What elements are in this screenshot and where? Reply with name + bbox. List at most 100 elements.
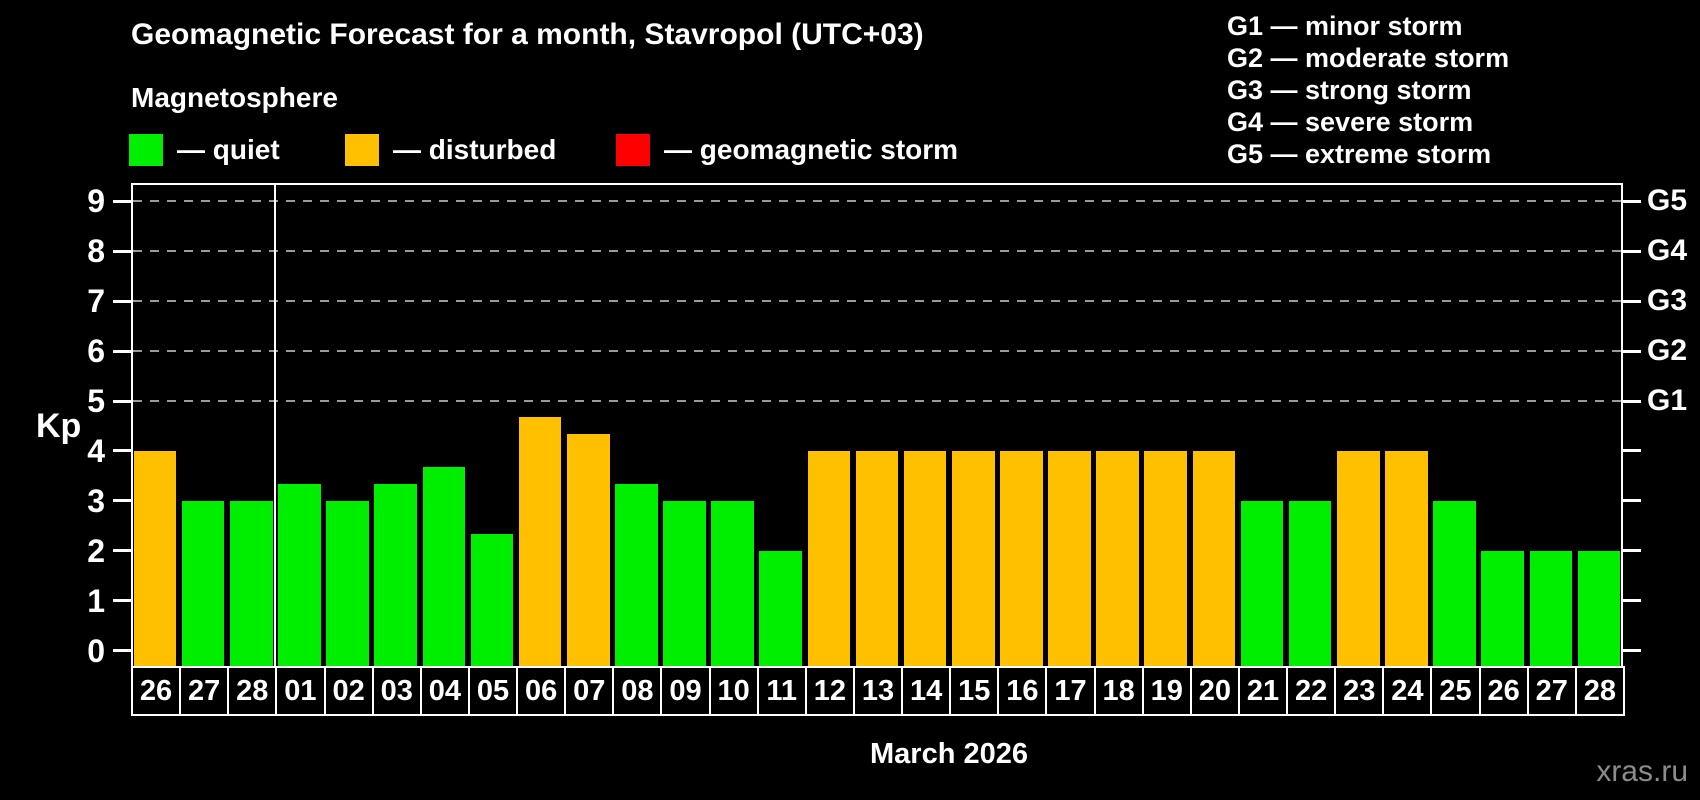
kp-bar	[1000, 450, 1043, 668]
date-cell: 14	[901, 666, 952, 716]
y-tick-right	[1623, 299, 1641, 303]
kp-bar	[711, 500, 754, 668]
date-cell: 12	[804, 666, 855, 716]
kp-bar	[278, 484, 321, 668]
y-gridline	[133, 300, 1621, 303]
storm-scale-g1: G1 — minor storm	[1227, 11, 1463, 41]
y-gridline	[133, 250, 1621, 253]
y-tick-label: 0	[87, 632, 105, 669]
date-cell: 27	[1526, 666, 1577, 716]
y-tick-label: 5	[87, 383, 105, 419]
y-tick-right	[1623, 349, 1641, 353]
date-cell: 19	[1141, 666, 1192, 716]
kp-bar	[951, 450, 995, 668]
date-cell: 04	[419, 666, 470, 716]
date-cell: 02	[323, 666, 374, 716]
date-cell: 21	[1237, 666, 1289, 716]
kp-bar	[615, 484, 658, 668]
kp-bar	[133, 450, 177, 668]
kp-bar	[470, 534, 514, 668]
date-cell: 03	[371, 666, 422, 716]
kp-bar	[807, 450, 851, 668]
kp-bar	[1048, 450, 1091, 668]
g-scale-label: G2	[1647, 334, 1688, 368]
date-cell: 06	[516, 666, 567, 716]
y-tick-left	[113, 349, 131, 353]
storm-scale-g4: G4 — severe storm	[1227, 107, 1474, 137]
date-cell: 26	[131, 666, 182, 716]
y-gridline	[133, 200, 1621, 203]
kp-bar	[1433, 500, 1476, 668]
storm-scale-g2: G2 — moderate storm	[1227, 43, 1510, 73]
y-gridline	[133, 400, 1621, 402]
date-cell: 13	[852, 666, 904, 716]
y-tick-left	[113, 649, 131, 652]
y-tick-right	[1623, 499, 1641, 503]
y-tick-right	[1623, 599, 1641, 603]
y-tick-left	[113, 249, 131, 253]
kp-bar	[1529, 550, 1573, 668]
y-axis-title: Kp	[36, 407, 82, 445]
y-tick-label: 8	[87, 233, 105, 270]
kp-bar	[759, 550, 803, 668]
date-cell: 16	[997, 666, 1048, 716]
kp-bar	[1240, 500, 1284, 668]
date-cell: 28	[1574, 666, 1625, 716]
date-cell: 05	[467, 666, 519, 716]
y-tick-left	[113, 499, 131, 503]
date-cell: 24	[1382, 666, 1433, 716]
kp-bar	[422, 467, 466, 668]
date-cell: 07	[564, 666, 615, 716]
kp-bar	[1192, 450, 1236, 668]
month-separator-line	[274, 183, 277, 668]
y-tick-label: 1	[87, 582, 105, 619]
watermark: xras.ru	[1596, 755, 1688, 788]
date-cell: 17	[1045, 666, 1096, 716]
y-tick-label: 9	[87, 183, 105, 220]
kp-bar	[1577, 550, 1621, 668]
kp-bar	[566, 434, 610, 668]
y-tick-label: 4	[87, 432, 105, 469]
y-tick-label: 3	[87, 482, 105, 519]
y-tick-left	[113, 449, 131, 453]
legend-label-storm: — geomagnetic storm	[664, 134, 959, 165]
kp-bar	[663, 500, 706, 668]
date-cell: 27	[179, 666, 230, 716]
y-tick-right	[1623, 399, 1641, 403]
chart-subtitle: Magnetosphere	[131, 82, 338, 113]
y-tick-right	[1623, 549, 1641, 553]
y-tick-left	[113, 399, 131, 403]
storm-color-swatch	[616, 134, 650, 166]
storm-scale-g3: G3 — strong storm	[1227, 75, 1472, 105]
y-tick-label: 2	[87, 532, 105, 569]
disturbed-color-swatch	[345, 134, 379, 166]
legend-item-disturbed: — disturbed	[345, 132, 556, 168]
date-cell: 20	[1189, 666, 1240, 716]
kp-bar	[181, 500, 225, 668]
legend-item-storm: — geomagnetic storm	[616, 132, 958, 168]
quiet-color-swatch	[129, 134, 163, 166]
date-cell: 23	[1334, 666, 1385, 716]
date-cell: 15	[949, 666, 1000, 716]
g-scale-label: G1	[1647, 384, 1688, 417]
date-cell: 25	[1430, 666, 1481, 716]
y-tick-left	[113, 599, 131, 603]
g-scale-label: G3	[1647, 284, 1688, 318]
y-tick-left	[113, 199, 131, 203]
g-scale-label: G4	[1647, 234, 1688, 268]
kp-bar	[374, 484, 417, 668]
kp-bar	[903, 450, 947, 668]
y-tick-label: 7	[87, 283, 105, 320]
kp-bar	[1288, 500, 1332, 668]
kp-bar	[326, 500, 369, 668]
date-cell: 01	[275, 666, 326, 716]
kp-bar	[230, 500, 273, 668]
kp-bar	[1336, 450, 1380, 668]
y-tick-right	[1623, 249, 1641, 253]
kp-bar	[1096, 450, 1139, 668]
date-cell: 11	[756, 666, 807, 716]
y-gridline	[133, 350, 1621, 353]
date-cell: 26	[1478, 666, 1529, 716]
date-cell: 09	[660, 666, 711, 716]
